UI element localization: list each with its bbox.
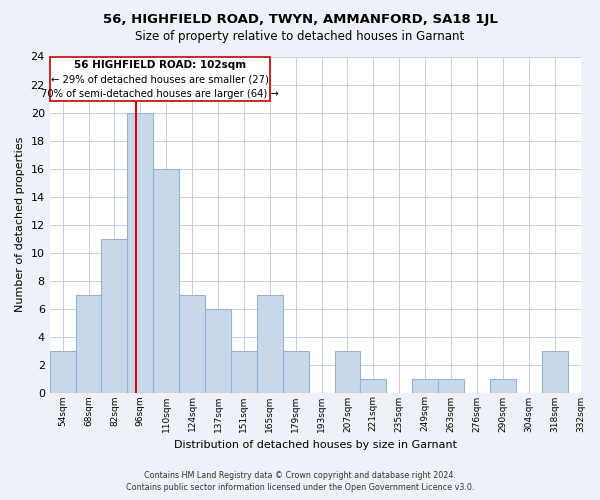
Text: 56 HIGHFIELD ROAD: 102sqm: 56 HIGHFIELD ROAD: 102sqm (74, 60, 246, 70)
Bar (153, 168, 179, 392)
Bar (283, 350, 308, 393)
Bar (179, 294, 205, 392)
Bar (542, 350, 568, 393)
Bar (101, 238, 127, 392)
X-axis label: Distribution of detached houses by size in Garnant: Distribution of detached houses by size … (173, 440, 457, 450)
Bar (76, 294, 101, 392)
Text: 56, HIGHFIELD ROAD, TWYN, AMMANFORD, SA18 1JL: 56, HIGHFIELD ROAD, TWYN, AMMANFORD, SA1… (103, 12, 497, 26)
Bar (361, 378, 386, 392)
Text: Contains HM Land Registry data © Crown copyright and database right 2024.
Contai: Contains HM Land Registry data © Crown c… (126, 471, 474, 492)
FancyBboxPatch shape (50, 56, 270, 102)
Text: ← 29% of detached houses are smaller (27): ← 29% of detached houses are smaller (27… (51, 74, 269, 84)
Bar (335, 350, 361, 393)
Bar (127, 112, 153, 392)
Bar (490, 378, 516, 392)
Bar (438, 378, 464, 392)
Bar (257, 294, 283, 392)
Y-axis label: Number of detached properties: Number of detached properties (15, 137, 25, 312)
Text: 70% of semi-detached houses are larger (64) →: 70% of semi-detached houses are larger (… (41, 89, 278, 99)
Text: Size of property relative to detached houses in Garnant: Size of property relative to detached ho… (136, 30, 464, 43)
Bar (205, 308, 231, 392)
Bar (231, 350, 257, 393)
Bar (412, 378, 438, 392)
Bar (50, 350, 76, 393)
